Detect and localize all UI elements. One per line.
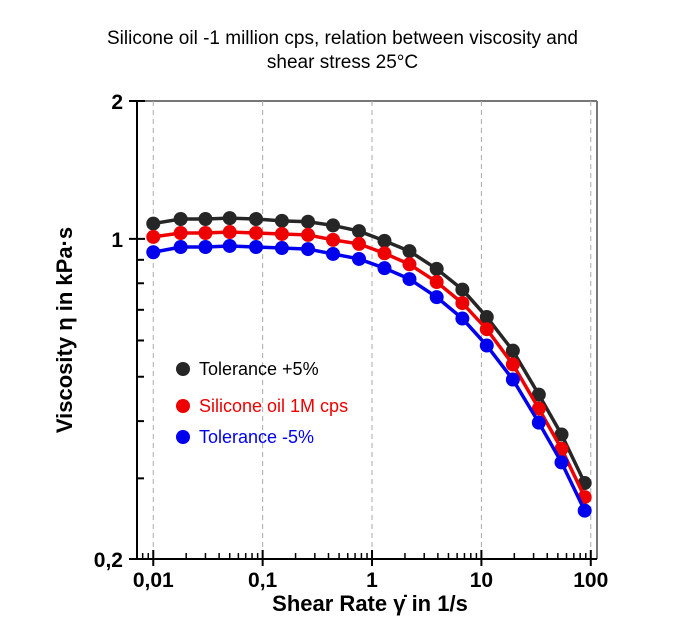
data-point [146,216,161,231]
data-point [577,503,592,518]
data-point [351,236,366,251]
x-tick-label: 1 [366,569,378,592]
data-point [198,225,213,240]
data-point [351,224,366,239]
data-point [249,239,264,254]
y-tick-label: 0,2 [94,549,123,572]
data-point [173,212,188,227]
legend-marker [176,399,190,413]
data-point [402,244,417,259]
series-2 [146,225,592,505]
data-point [222,225,237,240]
legend-item: Silicone oil 1M cps [176,396,348,416]
x-tick-label: 0,01 [133,569,174,592]
legend-label: Tolerance +5% [199,359,319,379]
data-point [377,261,392,276]
legend-marker [176,430,190,444]
data-point [222,211,237,226]
data-point [505,343,520,358]
data-point [326,232,341,247]
y-tick-label: 1 [111,229,123,252]
legend-label: Silicone oil 1M cps [199,396,348,416]
series-1 [146,211,592,491]
data-point [146,229,161,244]
y-axis-label: Viscosity η in kPa·s [52,227,77,433]
data-point [479,310,494,325]
data-point [554,455,569,470]
data-point [301,227,316,242]
data-point [173,239,188,254]
data-point [249,225,264,240]
data-point [554,441,569,456]
data-point [249,212,264,227]
data-point [531,387,546,402]
chart-title-line-1: Silicone oil -1 million cps, relation be… [106,28,578,49]
data-point [326,246,341,261]
x-axis-label: Shear Rate γ̇ in 1/s [272,591,468,616]
data-point [377,233,392,248]
x-tick-label: 10 [470,569,493,592]
data-point [198,239,213,254]
x-tick-label: 0,1 [248,569,278,592]
legend-marker [176,362,190,376]
data-point [505,372,520,387]
data-point [505,357,520,372]
data-point [531,415,546,430]
x-tick-label: 100 [573,569,608,592]
data-point [402,257,417,272]
data-point [429,261,444,276]
data-point [429,290,444,305]
data-point [274,241,289,256]
data-point [222,238,237,253]
data-point [554,427,569,442]
data-point [455,296,470,311]
data-point [274,213,289,228]
chart-title-line-2: shear stress 25°C [266,52,419,73]
data-point [351,251,366,266]
data-point [479,322,494,337]
legend-item: Tolerance -5% [176,427,314,447]
legend-item: Tolerance +5% [176,359,319,379]
data-point [198,212,213,227]
data-point [479,338,494,353]
data-point [326,218,341,233]
data-point [429,275,444,290]
data-point [173,225,188,240]
data-point [301,214,316,229]
data-point [531,401,546,416]
data-point [301,242,316,257]
y-tick-label: 2 [111,91,123,114]
series-3 [146,238,592,518]
data-point [402,272,417,287]
data-point [455,311,470,326]
data-point [274,226,289,241]
data-point [377,246,392,261]
data-point [455,282,470,297]
legend-label: Tolerance -5% [199,427,314,447]
data-point [146,245,161,260]
